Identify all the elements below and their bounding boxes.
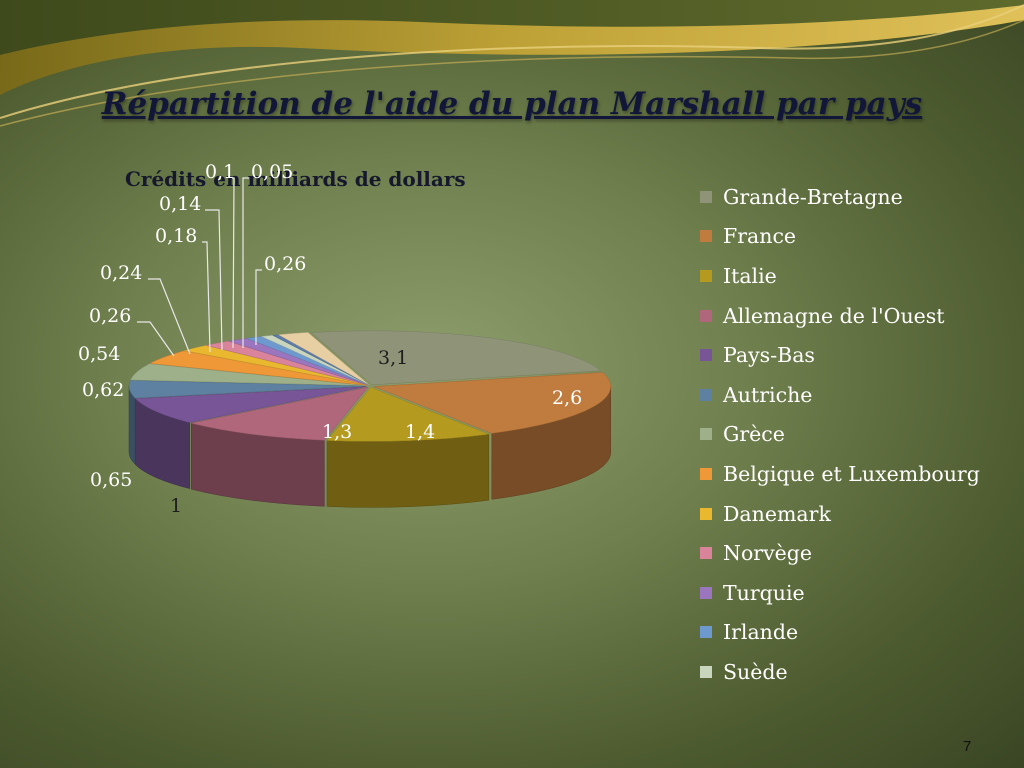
chart-title: Crédits en milliards de dollars [125, 167, 466, 191]
pie-slice [310, 330, 602, 386]
data-label: 0,14 [159, 193, 201, 215]
legend-swatch [700, 626, 712, 639]
leader-line [205, 209, 223, 351]
legend-label: Norvège [723, 541, 813, 566]
pie-slice [134, 386, 367, 423]
pie-slice [277, 332, 369, 385]
pie-labels: 3,1 2,6 1,4 1,3 1 0,65 0,62 0,54 0,26 0,24 0,18 0,1… [78, 161, 582, 517]
pie-tops [128, 330, 611, 442]
pie-slice [373, 372, 611, 434]
pie-slice [326, 387, 490, 442]
pie-slice [228, 338, 368, 386]
data-label: 1 [170, 495, 182, 517]
data-label: 0,65 [90, 469, 132, 491]
legend-swatch [700, 309, 712, 322]
legend-item: Norvège [700, 533, 980, 573]
legend-label: France [723, 224, 797, 249]
legend-swatch [700, 665, 712, 678]
legend-item: Suède [700, 652, 980, 692]
legend-swatch [700, 269, 712, 282]
pie-slice [184, 345, 368, 386]
legend-item: Italie [700, 256, 980, 296]
legend-label: Grande-Bretagne [723, 184, 903, 209]
data-label: 0,26 [89, 305, 131, 327]
legend-label: Danemark [723, 501, 831, 526]
legend-item: Danemark [700, 494, 980, 534]
legend-swatch [700, 349, 712, 362]
legend-swatch [700, 190, 712, 203]
legend-item: Grande-Bretagne [700, 177, 980, 217]
data-label: 0,26 [264, 253, 306, 275]
data-label: 1,4 [405, 421, 435, 443]
pie-slice [206, 340, 368, 386]
data-label: 3,1 [378, 347, 408, 369]
legend-label: Pays-Bas [723, 343, 815, 368]
legend-label: Autriche [723, 382, 813, 407]
pie-slice [130, 363, 367, 386]
legend-item: Autriche [700, 375, 980, 415]
pie-slice-side [128, 386, 136, 465]
data-label: 0,54 [78, 343, 120, 365]
pie-slice [128, 380, 367, 399]
data-label: 2,6 [552, 387, 582, 409]
legend-swatch [700, 428, 712, 441]
pie-slice-side [326, 433, 490, 508]
legend-label: Turquie [723, 580, 805, 605]
legend-item: Allemagne de l'Ouest [700, 296, 980, 336]
legend-swatch [700, 467, 712, 480]
leader-line [255, 269, 262, 345]
leader-line [202, 241, 211, 353]
legend-label: Italie [723, 263, 777, 288]
data-label: 0,62 [82, 379, 124, 401]
legend-item: France [700, 217, 980, 257]
pie-slice [191, 386, 369, 441]
legend-swatch [700, 230, 712, 243]
legend-swatch [700, 547, 712, 560]
legend-item: Grèce [700, 415, 980, 455]
page-number: 7 [963, 738, 972, 755]
data-label: 0,24 [100, 262, 142, 284]
leader-line [232, 177, 235, 349]
legend-swatch [700, 586, 712, 599]
data-label: 0,18 [155, 225, 197, 247]
leader-line [137, 321, 175, 357]
legend-swatch [700, 507, 712, 520]
legend-label: Allemagne de l'Ouest [723, 303, 945, 328]
data-label: 0,05 [251, 161, 293, 183]
legend-item: Belgique et Luxembourg [700, 454, 980, 494]
decorative-header-swoosh [0, 0, 1024, 127]
legend-label: Suède [723, 659, 788, 684]
leader-line [242, 177, 249, 348]
pie-sides [128, 386, 611, 508]
pie-slice [149, 350, 367, 386]
leader-line [148, 278, 191, 355]
slide-title: Répartition de l'aide du plan Marshall p… [101, 86, 923, 122]
data-label: 0,1 [205, 161, 235, 183]
legend-item: Pays-Bas [700, 335, 980, 375]
legend-swatch [700, 388, 712, 401]
legend-item: Irlande [700, 613, 980, 653]
legend-label: Belgique et Luxembourg [723, 461, 980, 486]
data-label: 1,3 [322, 421, 352, 443]
legend-item: Turquie [700, 573, 980, 613]
legend-label: Irlande [723, 620, 799, 645]
legend-label: Grèce [723, 422, 785, 447]
chart-legend: Grande-Bretagne France Italie Allemagne de … [700, 177, 980, 692]
